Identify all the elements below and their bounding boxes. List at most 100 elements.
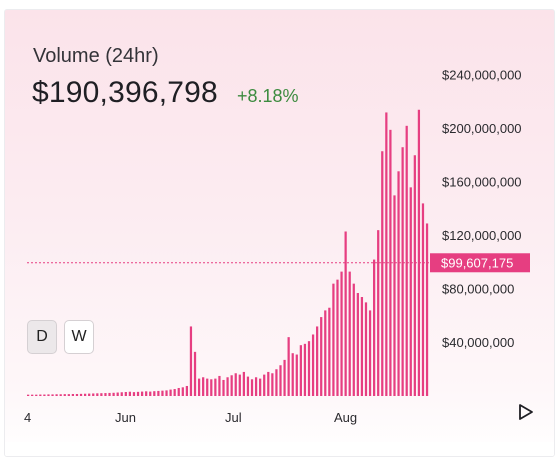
x-tick-label: Jun	[115, 410, 136, 425]
volume-bar	[421, 203, 425, 396]
volume-bar	[161, 390, 164, 396]
volume-bar	[140, 391, 144, 396]
volume-bar	[51, 394, 54, 396]
volume-bar	[193, 351, 197, 396]
y-tick-label: $240,000,000	[442, 68, 522, 83]
volume-bar	[373, 259, 376, 396]
y-tick-label: $160,000,000	[442, 175, 522, 190]
volume-bar	[413, 155, 416, 396]
volume-bar	[153, 391, 156, 396]
volume-bar	[287, 337, 290, 396]
volume-bar	[230, 375, 233, 396]
volume-bar	[348, 271, 351, 396]
volume-bar	[218, 375, 221, 396]
volume-bar	[336, 279, 339, 396]
volume-bar	[202, 377, 205, 396]
volume-bar	[226, 377, 229, 396]
volume-bar	[63, 394, 66, 396]
volume-bar	[320, 317, 323, 396]
volume-bar	[35, 394, 38, 396]
play-icon[interactable]	[516, 402, 536, 422]
range-day-button[interactable]: D	[27, 320, 57, 354]
volume-bar	[96, 393, 99, 396]
volume-bar	[108, 392, 111, 396]
volume-bar	[385, 112, 388, 396]
volume-bar	[145, 391, 148, 396]
volume-bar	[177, 387, 180, 396]
volume-bar	[79, 393, 83, 396]
volume-bar	[263, 374, 266, 396]
volume-bar	[222, 379, 225, 396]
volume-bar	[356, 293, 359, 396]
volume-bar	[381, 151, 384, 396]
volume-bar	[27, 394, 30, 396]
volume-bar	[401, 147, 404, 396]
svg-text:$99,607,175: $99,607,175	[441, 255, 513, 270]
chart-title: Volume (24hr)	[33, 45, 159, 67]
y-tick-label: $120,000,000	[442, 228, 522, 243]
volume-bar	[100, 393, 103, 396]
volume-bar	[120, 392, 123, 396]
volume-bar	[250, 379, 254, 396]
volume-bar	[311, 334, 315, 396]
card-footer	[5, 442, 554, 456]
x-tick-label: 4	[24, 410, 31, 425]
volume-bar	[181, 387, 184, 396]
volume-bar	[344, 231, 347, 396]
y-axis-ticks: $240,000,000 $200,000,000 $160,000,000 $120…	[442, 68, 522, 351]
volume-bar	[185, 385, 188, 396]
volume-bar	[75, 393, 79, 396]
volume-bar	[55, 394, 58, 396]
volume-bar	[267, 371, 270, 396]
x-axis-ticks: 4 Jun Jul Aug	[24, 410, 357, 425]
volume-bar	[88, 393, 91, 396]
volume-bar	[149, 391, 152, 396]
volume-bar	[271, 373, 274, 396]
volume-bar	[307, 341, 311, 396]
y-tick-label: $200,000,000	[442, 121, 522, 136]
volume-bar	[132, 392, 136, 396]
volume-bar	[254, 377, 258, 396]
volume-bar	[405, 125, 408, 396]
bars-group	[27, 109, 429, 397]
volume-bar	[47, 394, 50, 396]
volume-bar	[214, 378, 217, 396]
volume-bar	[377, 230, 380, 396]
reference-label: $99,607,175	[430, 253, 530, 273]
volume-bar	[206, 378, 209, 396]
volume-bar	[31, 394, 34, 396]
volume-bar	[279, 365, 282, 396]
volume-bar	[295, 354, 298, 396]
volume-bar	[242, 371, 245, 396]
volume-bar	[425, 223, 429, 396]
volume-bar	[409, 187, 412, 396]
volume-bar	[234, 373, 237, 396]
volume-bar	[389, 129, 392, 396]
volume-bar	[397, 171, 400, 396]
volume-bar	[43, 394, 46, 396]
volume-bar	[71, 393, 75, 396]
volume-bar	[197, 378, 201, 396]
volume-bar	[299, 345, 302, 396]
volume-bar	[165, 390, 168, 396]
volume-bar	[368, 310, 372, 396]
volume-bar	[39, 394, 42, 396]
volume-value: $190,396,798	[32, 76, 218, 109]
volume-bar	[189, 326, 193, 396]
range-week-button[interactable]: W	[64, 320, 94, 354]
volume-bar	[316, 326, 319, 396]
y-tick-label: $40,000,000	[442, 335, 514, 350]
volume-bar	[283, 359, 286, 396]
y-tick-label: $80,000,000	[442, 282, 514, 297]
volume-bar	[136, 391, 140, 396]
volume-bar	[324, 310, 327, 396]
volume-bar	[275, 369, 278, 396]
volume-bar	[303, 343, 307, 396]
volume-bar	[116, 392, 119, 396]
volume-bar	[340, 271, 343, 396]
volume-bar	[328, 307, 331, 396]
volume-bar	[332, 283, 335, 396]
volume-bar	[173, 389, 176, 396]
volume-bar	[59, 394, 62, 396]
